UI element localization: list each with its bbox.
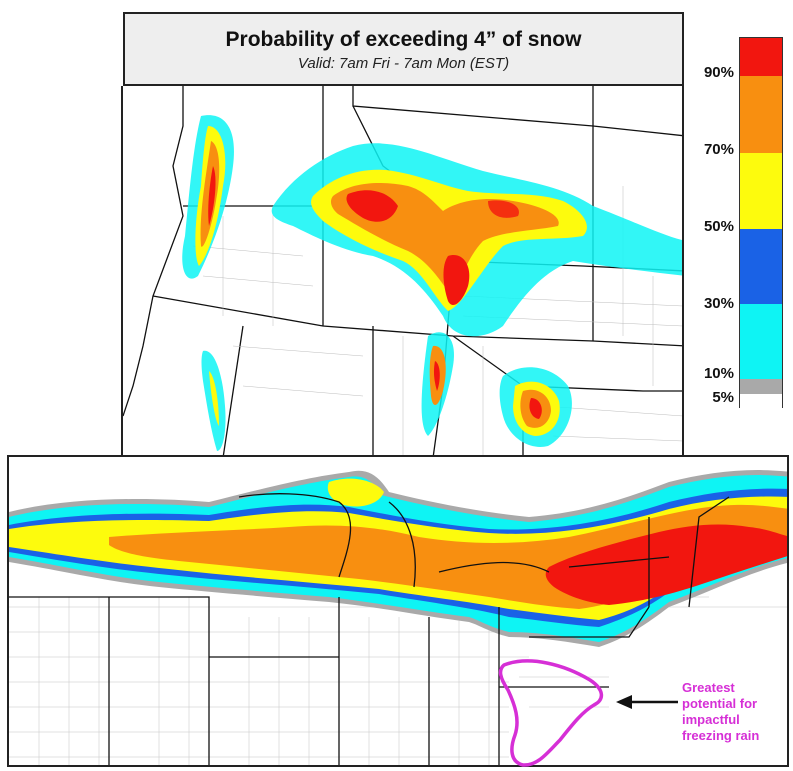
annotation-line-3: impactful bbox=[682, 712, 740, 727]
state-borders-east bbox=[9, 493, 730, 765]
legend-band-5-10 bbox=[740, 379, 782, 394]
annotation-arrow-head bbox=[616, 695, 632, 709]
annotation-line-1: Greatest bbox=[682, 680, 735, 695]
legend-band-0-5 bbox=[740, 394, 782, 409]
legend-label-70: 70% bbox=[703, 141, 734, 158]
freezing-rain-annotation: Greatest potential for impactful freezin… bbox=[682, 680, 782, 744]
legend-label-30: 30% bbox=[703, 295, 734, 312]
legend-label-90: 90% bbox=[703, 64, 734, 81]
snow-band-east bbox=[9, 470, 787, 647]
legend-band-50-70 bbox=[740, 153, 782, 229]
map-title: Probability of exceeding 4” of snow bbox=[225, 28, 582, 51]
map-title-box: Probability of exceeding 4” of snow Vali… bbox=[123, 12, 684, 86]
annotation-line-2: potential for bbox=[682, 696, 758, 711]
snow-probability-west bbox=[182, 115, 682, 451]
legend-band-10-30 bbox=[740, 304, 782, 379]
annotation-line-4: freezing rain bbox=[682, 728, 760, 743]
eastern-us-map bbox=[7, 455, 789, 767]
freezing-rain-outline bbox=[498, 659, 604, 767]
legend-band-90-100 bbox=[740, 38, 782, 76]
legend-color-bar bbox=[739, 37, 783, 409]
legend-band-70-90 bbox=[740, 76, 782, 153]
legend-label-5: 5% bbox=[712, 389, 734, 406]
legend-label-10: 10% bbox=[703, 365, 734, 382]
legend-label-50: 50% bbox=[703, 218, 734, 235]
legend-band-30-50 bbox=[740, 229, 782, 304]
map-subtitle: Valid: 7am Fri - 7am Mon (EST) bbox=[297, 55, 510, 72]
